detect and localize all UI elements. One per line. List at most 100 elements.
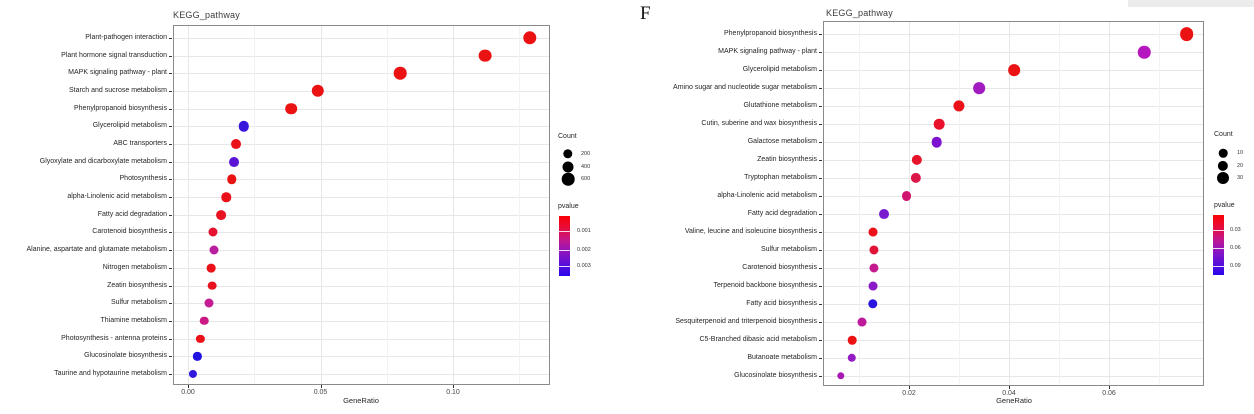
kegg-dot (973, 82, 985, 94)
y-axis-label: Carotenoid biosynthesis (92, 228, 167, 236)
y-axis-tick (169, 38, 172, 39)
gridline-horizontal (824, 88, 1203, 89)
left-count-legend-title: Count (558, 133, 577, 140)
kegg-dot (229, 156, 240, 167)
kegg-dot (868, 227, 878, 237)
x-axis-tick (320, 385, 322, 388)
x-tick-label: 0.06 (1102, 390, 1116, 397)
y-axis-label: Zeatin biosynthesis (757, 156, 817, 163)
y-axis-tick (819, 250, 822, 251)
count-legend-dot (562, 161, 574, 172)
y-axis-tick (819, 34, 822, 35)
count-legend-dot (1218, 148, 1228, 158)
y-axis-label: Glyoxylate and dicarboxylate metabolism (39, 157, 167, 165)
y-axis-label: Glutathione metabolism (743, 102, 817, 109)
y-axis-tick (819, 214, 822, 215)
kegg-dot (208, 227, 218, 237)
gridline-vertical-major (320, 26, 322, 384)
kegg-dot (189, 369, 198, 378)
y-axis-tick (819, 88, 822, 89)
kegg-dot (208, 281, 217, 290)
gridline-horizontal (824, 214, 1203, 215)
y-axis-label: Amino sugar and nucleotide sugar metabol… (673, 84, 817, 91)
gridline-horizontal (824, 358, 1203, 359)
y-axis-tick (169, 161, 172, 163)
y-axis-tick (169, 356, 172, 358)
gridline-vertical-major (1109, 22, 1110, 385)
gridline-horizontal (174, 73, 549, 75)
y-axis-label: Thiamine metabolism (100, 316, 167, 324)
y-axis-tick (169, 285, 172, 287)
gridline-horizontal (824, 268, 1203, 269)
gridline-vertical-minor (519, 26, 521, 384)
y-axis-label: Fatty acid degradation (97, 210, 167, 218)
y-axis-tick (169, 144, 172, 146)
gridline-horizontal (824, 304, 1203, 305)
y-axis-tick (819, 178, 822, 179)
kegg-dot (933, 118, 945, 130)
gridline-horizontal (824, 178, 1203, 179)
pvalue-gradient-tick (559, 250, 570, 252)
y-axis-label: C5-Branched dibasic acid metabolism (699, 336, 818, 343)
gridline-horizontal (174, 197, 549, 199)
gridline-horizontal (824, 124, 1203, 125)
kegg-dot (285, 102, 298, 115)
gridline-horizontal (824, 196, 1203, 197)
pvalue-gradient-tick (559, 265, 570, 267)
left-chart-title: KEGG_pathway (173, 10, 240, 20)
y-axis-tick (819, 268, 822, 269)
gridline-horizontal (174, 320, 549, 322)
pvalue-gradient-tick (1213, 230, 1224, 231)
y-axis-label: Photosynthesis (119, 175, 167, 183)
y-axis-tick (819, 304, 822, 305)
gridline-horizontal (174, 108, 549, 110)
pvalue-tick-label: 0.09 (1230, 263, 1241, 269)
y-axis-label: Phenylpropanoid biosynthesis (73, 104, 167, 112)
x-axis-tick (1109, 386, 1110, 389)
gridline-horizontal (174, 356, 549, 358)
y-axis-tick (169, 179, 172, 181)
plot-panel (823, 21, 1204, 386)
kegg-dot (209, 245, 219, 255)
gridline-horizontal (824, 106, 1203, 107)
plot-panel (173, 25, 550, 385)
gridline-vertical-major (453, 26, 454, 384)
y-axis-label: Zeatin biosynthesis (107, 281, 167, 289)
gridline-horizontal (174, 214, 549, 216)
scan-artifact (1128, 0, 1254, 7)
gridline-horizontal (174, 285, 549, 287)
y-axis-label: Carotenoid biosynthesis (742, 264, 817, 271)
y-axis-tick (169, 214, 172, 216)
y-axis-label: Sulfur metabolism (760, 246, 817, 253)
pvalue-tick-label: 0.03 (1230, 227, 1241, 233)
count-legend-label: 20 (1237, 162, 1244, 169)
kegg-dot (879, 209, 889, 219)
y-axis-label: MAPK signaling pathway - plant (718, 48, 817, 55)
x-tick-label: 0.05 (313, 389, 328, 396)
gridline-vertical-major (1009, 22, 1010, 385)
gridline-horizontal (824, 322, 1203, 323)
pvalue-gradient-tick (1213, 248, 1224, 249)
y-axis-label: Alanine, aspartate and glutamate metabol… (26, 246, 167, 254)
right-chart-title: KEGG_pathway (826, 8, 893, 18)
gridline-vertical-minor (959, 22, 960, 385)
right-x-axis-title: GeneRatio (996, 396, 1032, 405)
y-axis-tick (169, 320, 172, 322)
gridline-horizontal (824, 52, 1203, 53)
y-axis-tick (169, 338, 172, 340)
gridline-horizontal (824, 340, 1203, 341)
kegg-dot (857, 317, 867, 327)
y-axis-label: Plant hormone signal transduction (61, 51, 167, 59)
kegg-dot (221, 192, 232, 202)
pvalue-tick-label: 0.001 (577, 228, 591, 234)
kegg-dot (837, 372, 845, 380)
kegg-dot (238, 121, 249, 132)
pvalue-gradient-bar (559, 216, 570, 276)
y-axis-tick (819, 340, 822, 341)
x-tick-label: 0.04 (1002, 390, 1016, 397)
gridline-horizontal (824, 250, 1203, 251)
y-axis-tick (169, 91, 172, 93)
left-x-axis-title: GeneRatio (343, 396, 379, 405)
gridline-horizontal (824, 232, 1203, 233)
